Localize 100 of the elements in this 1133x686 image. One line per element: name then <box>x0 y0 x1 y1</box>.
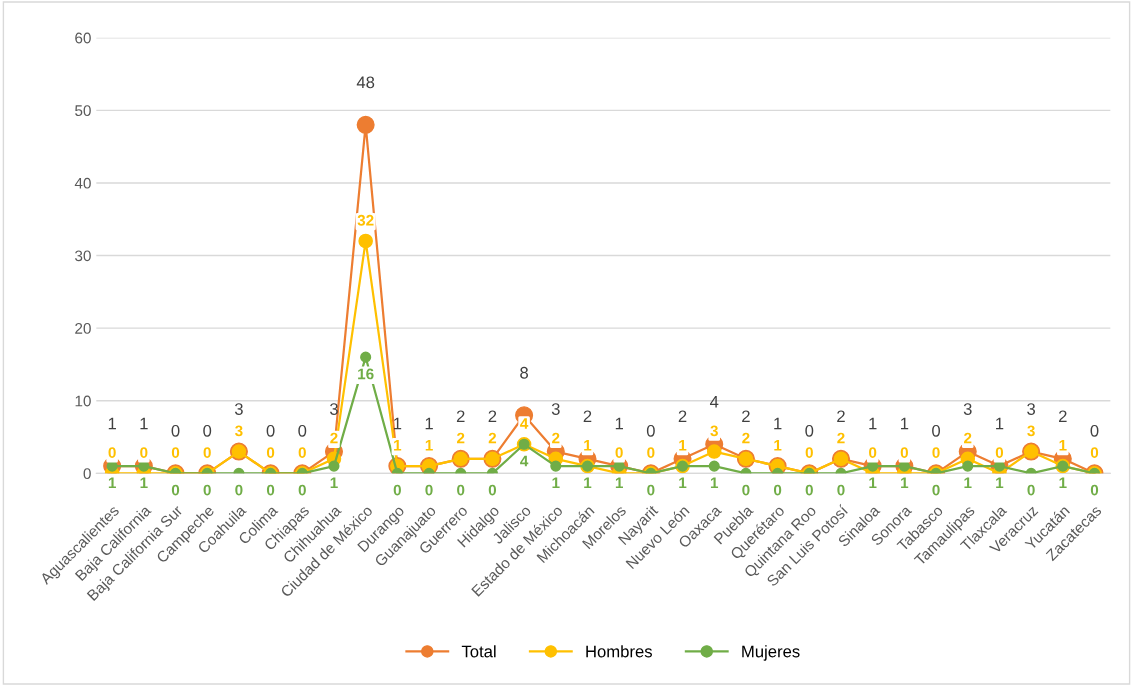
data-label: 2 <box>488 432 497 444</box>
data-label: 1 <box>615 477 623 489</box>
data-label: 0 <box>647 447 655 458</box>
data-label: 0 <box>1027 484 1035 496</box>
data-label: 0 <box>298 424 307 437</box>
data-label: 0 <box>171 484 180 496</box>
data-label: 2 <box>742 410 750 423</box>
data-label: 0 <box>615 447 623 458</box>
data-label: 1 <box>584 477 592 489</box>
data-label: 0 <box>805 484 813 496</box>
data-label: 0 <box>646 424 655 437</box>
data-label: 1 <box>425 440 433 451</box>
data-label: 2 <box>837 432 845 444</box>
data-label: 1 <box>425 417 433 430</box>
data-label: 3 <box>963 403 972 415</box>
y-tick-label: 60 <box>75 32 91 44</box>
data-label: 1 <box>1059 477 1067 489</box>
data-label: 2 <box>837 410 845 423</box>
data-label: 1 <box>901 417 909 430</box>
data-label: 1 <box>964 477 972 489</box>
data-label: 4 <box>520 455 529 467</box>
data-label: 3 <box>710 425 718 437</box>
data-label: 1 <box>774 417 782 430</box>
data-label: 2 <box>583 410 592 423</box>
legend-label: Hombres <box>586 645 652 658</box>
y-tick-label: 0 <box>83 468 91 480</box>
data-label: 0 <box>1090 447 1099 458</box>
data-label: 2 <box>964 432 972 444</box>
data-label: 3 <box>1027 425 1035 437</box>
data-label: 1 <box>584 440 592 451</box>
data-label: 2 <box>456 410 465 423</box>
data-label: 0 <box>488 484 497 496</box>
data-label: 4 <box>709 396 719 408</box>
data-label: 1 <box>710 477 719 489</box>
data-label: 8 <box>520 366 529 379</box>
data-label: 0 <box>235 484 243 496</box>
y-tick-label: 20 <box>75 323 91 334</box>
data-label: 1 <box>901 477 909 489</box>
data-label: 16 <box>358 368 374 380</box>
data-label: 2 <box>457 432 465 444</box>
data-label: 0 <box>1090 424 1099 437</box>
data-label: 1 <box>679 477 687 489</box>
data-label: 0 <box>995 447 1004 458</box>
data-label: 0 <box>805 424 814 437</box>
data-label: 0 <box>203 424 212 437</box>
data-label: 4 <box>520 418 529 429</box>
data-label: 1 <box>393 417 402 430</box>
data-label: 1 <box>679 440 687 451</box>
data-label: 1 <box>774 440 782 451</box>
data-label: 48 <box>356 76 375 89</box>
y-tick-label: 40 <box>74 177 91 189</box>
data-label: 1 <box>140 417 148 430</box>
data-label: 0 <box>171 447 180 458</box>
data-label: 1 <box>615 417 623 430</box>
data-label: 0 <box>932 484 940 496</box>
data-label: 2 <box>678 410 687 423</box>
data-label: 0 <box>203 447 211 458</box>
data-label: 1 <box>108 417 116 430</box>
data-label: 1 <box>1059 440 1067 451</box>
data-label: 0 <box>869 447 877 458</box>
legend-label: Mujeres <box>742 645 800 661</box>
data-label: 1 <box>869 417 877 430</box>
data-label: 0 <box>266 484 275 496</box>
data-label: 0 <box>932 424 941 437</box>
data-label: 1 <box>996 417 1004 430</box>
data-label: 0 <box>203 484 211 496</box>
data-label: 0 <box>742 484 750 496</box>
data-label: 2 <box>488 410 497 423</box>
data-label: 0 <box>140 447 148 458</box>
data-label: 0 <box>932 447 940 458</box>
data-label: 0 <box>1090 484 1099 496</box>
legend-label: Total <box>461 645 496 658</box>
data-label: 2 <box>552 432 560 444</box>
data-label: 0 <box>457 484 465 496</box>
data-label: 0 <box>266 424 275 437</box>
y-tick-label: 30 <box>75 250 91 262</box>
data-label: 32 <box>357 214 374 226</box>
data-label: 3 <box>1027 403 1036 415</box>
data-label: 3 <box>551 403 560 415</box>
data-label: 3 <box>234 403 243 415</box>
data-label: 2 <box>1059 410 1067 423</box>
data-label: 0 <box>298 447 306 458</box>
data-label: 0 <box>171 424 180 437</box>
data-label: 1 <box>996 477 1004 489</box>
data-label: 3 <box>235 425 243 437</box>
data-label: 0 <box>108 447 116 458</box>
y-tick-label: 10 <box>75 395 91 407</box>
data-label: 0 <box>298 484 306 496</box>
data-label: 0 <box>393 484 401 496</box>
data-label: 0 <box>900 447 908 458</box>
data-label: 0 <box>837 484 845 496</box>
data-label: 0 <box>266 447 275 458</box>
data-label: 2 <box>742 432 750 444</box>
data-label: 0 <box>773 484 782 496</box>
data-label: 2 <box>330 432 338 444</box>
data-label: 0 <box>805 447 813 458</box>
data-label: 1 <box>552 477 560 489</box>
data-label: 1 <box>140 477 148 489</box>
y-tick-label: 50 <box>75 105 91 117</box>
data-label: 0 <box>425 484 433 496</box>
